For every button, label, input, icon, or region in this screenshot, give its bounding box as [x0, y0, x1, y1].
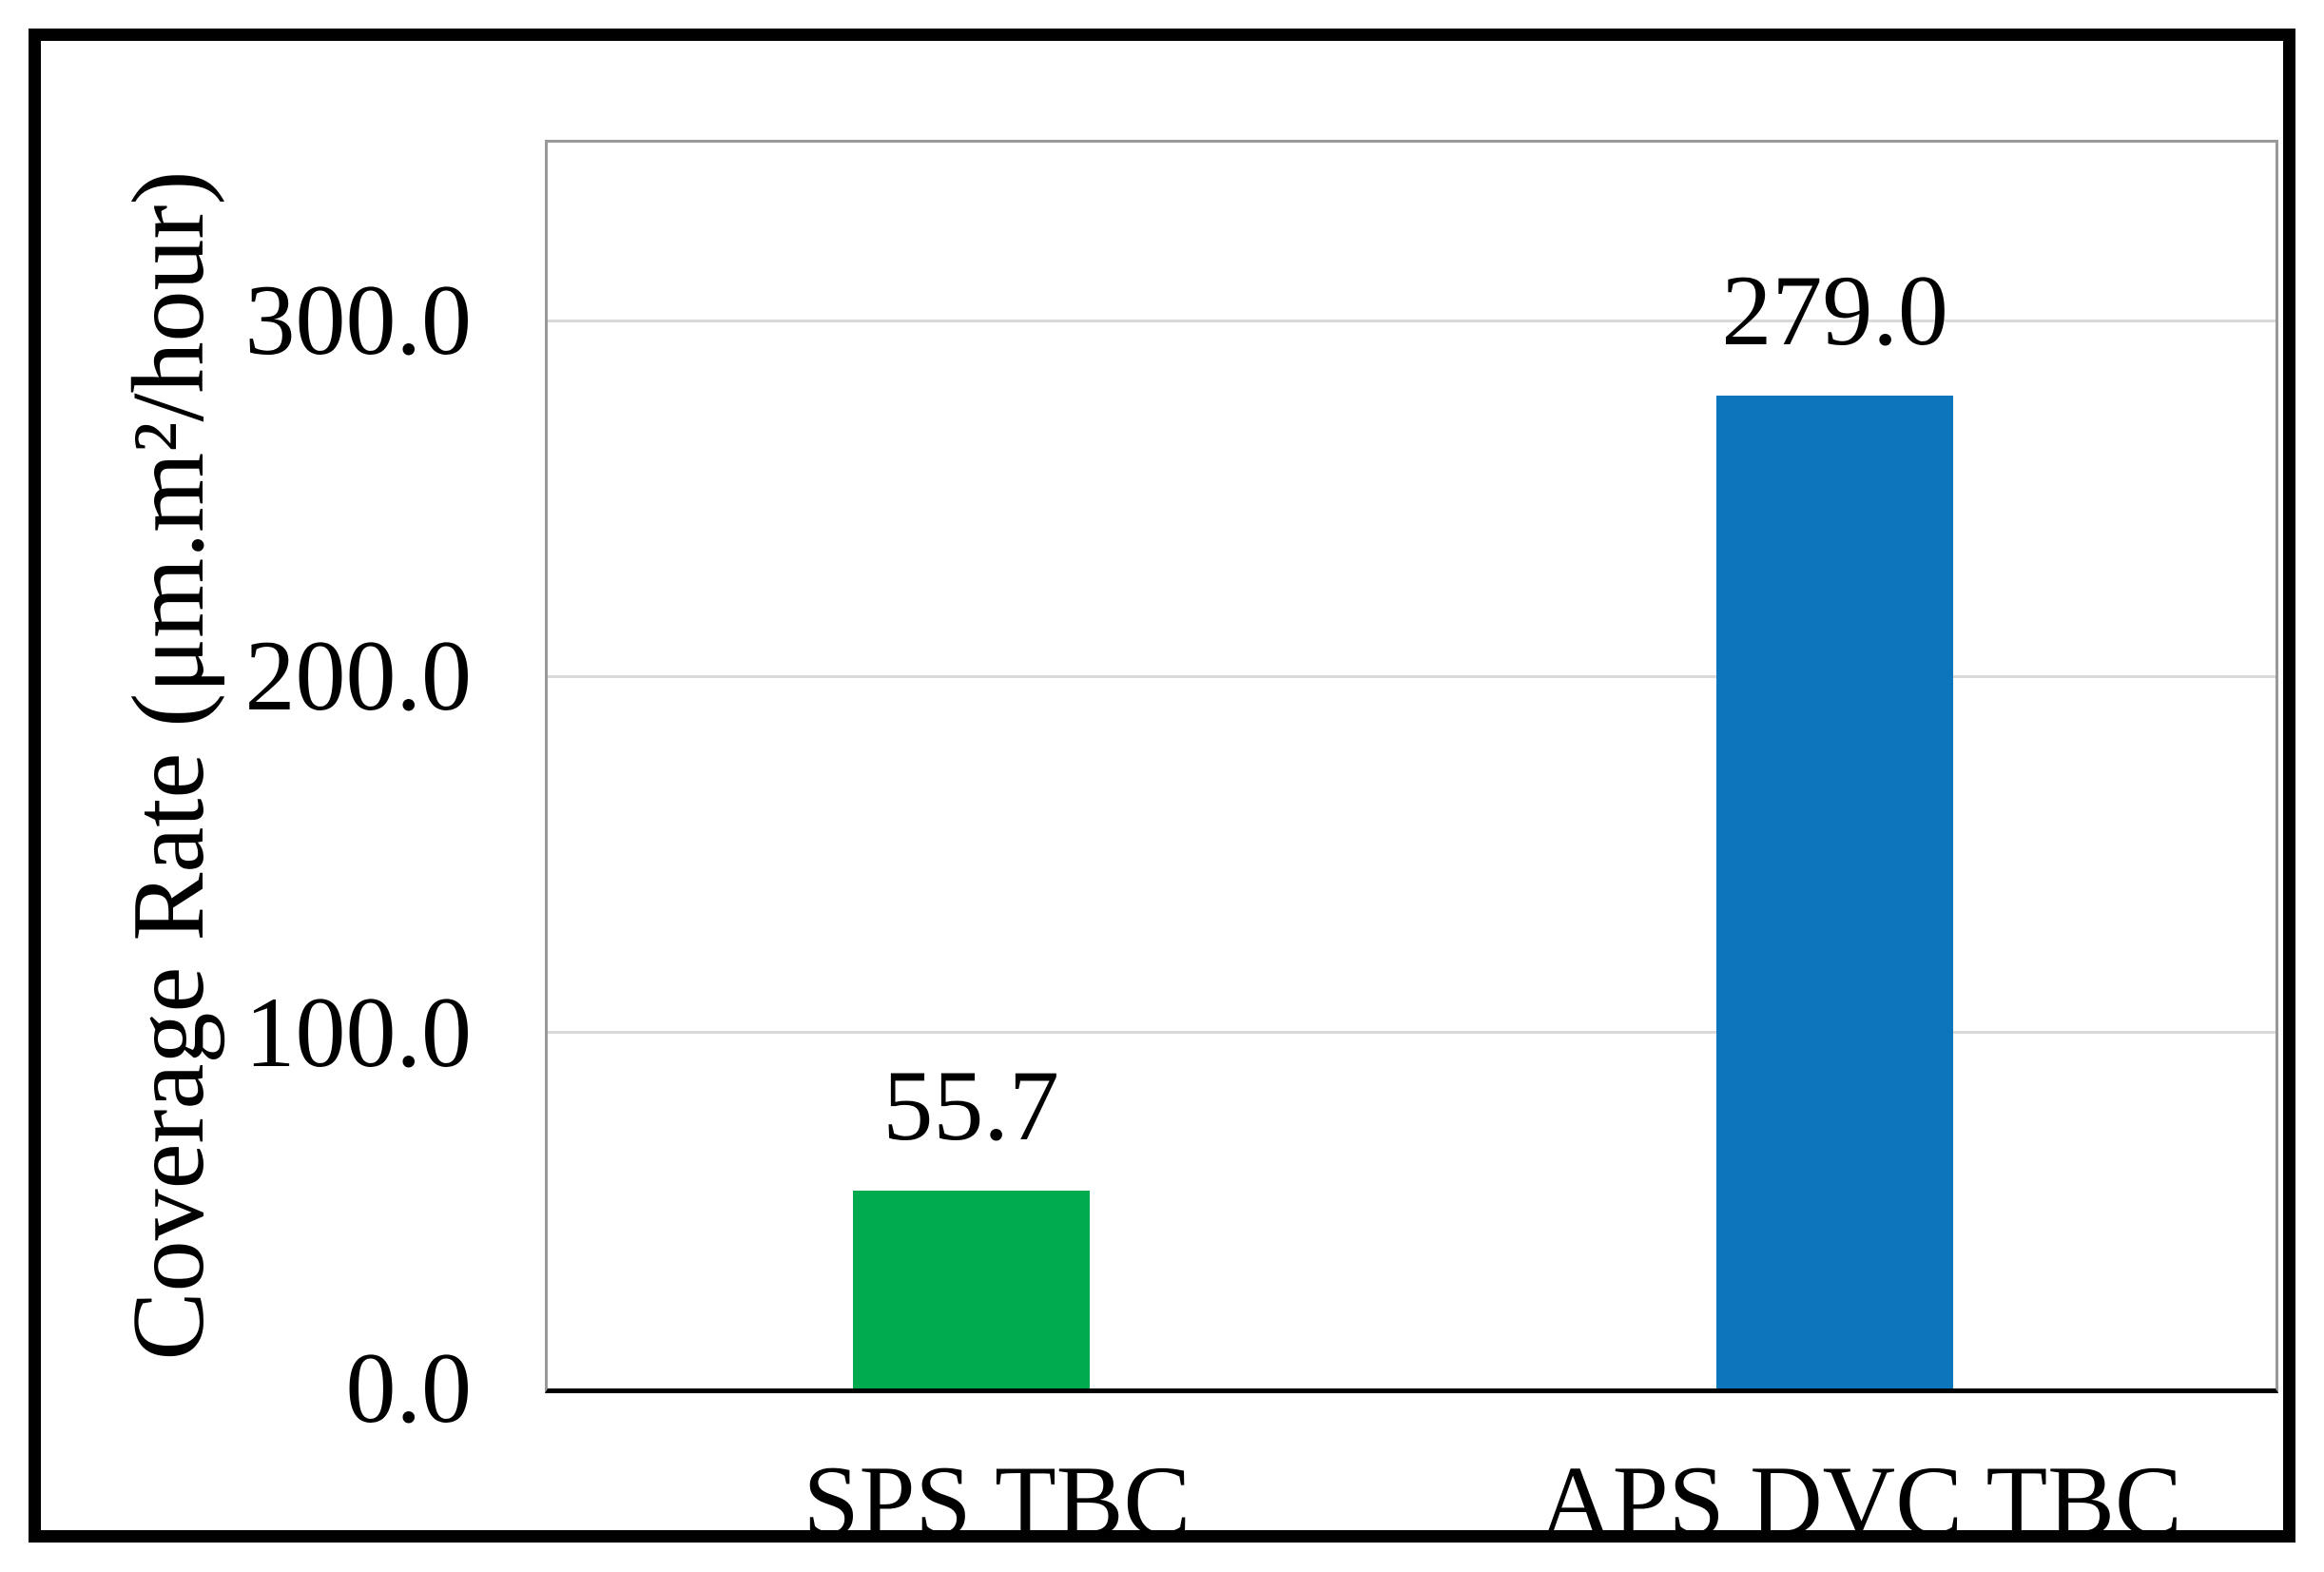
gridline-200: [548, 674, 2276, 678]
y-tick-300.0: 300.0: [244, 264, 473, 377]
data-label-sps-tbc: 55.7: [882, 1049, 1059, 1161]
plot-area: Coverage Rate (μm.m²/hour) 55.7 279.0 0.0…: [112, 140, 2278, 1557]
chart-outer-border: Coverage Rate (μm.m²/hour) 55.7 279.0 0.0…: [29, 29, 2295, 1557]
y-tick-0.0: 0.0: [345, 1332, 473, 1444]
gridline-300: [548, 319, 2276, 322]
bar-sps-tbc: [852, 1190, 1090, 1388]
bar-aps-dvc-tbc: [1716, 395, 1954, 1388]
data-label-aps-dvc-tbc: 279.0: [1721, 254, 1948, 366]
y-axis-title: Coverage Rate (μm.m²/hour): [112, 170, 225, 1361]
x-tick-sps-tbc: SPS TBC: [803, 1446, 1191, 1557]
y-tick-200.0: 200.0: [244, 620, 473, 732]
gridline-100: [548, 1031, 2276, 1035]
x-tick-aps-dvc-tbc: APS DVC TBC: [1540, 1446, 2182, 1557]
y-tick-100.0: 100.0: [244, 976, 473, 1088]
